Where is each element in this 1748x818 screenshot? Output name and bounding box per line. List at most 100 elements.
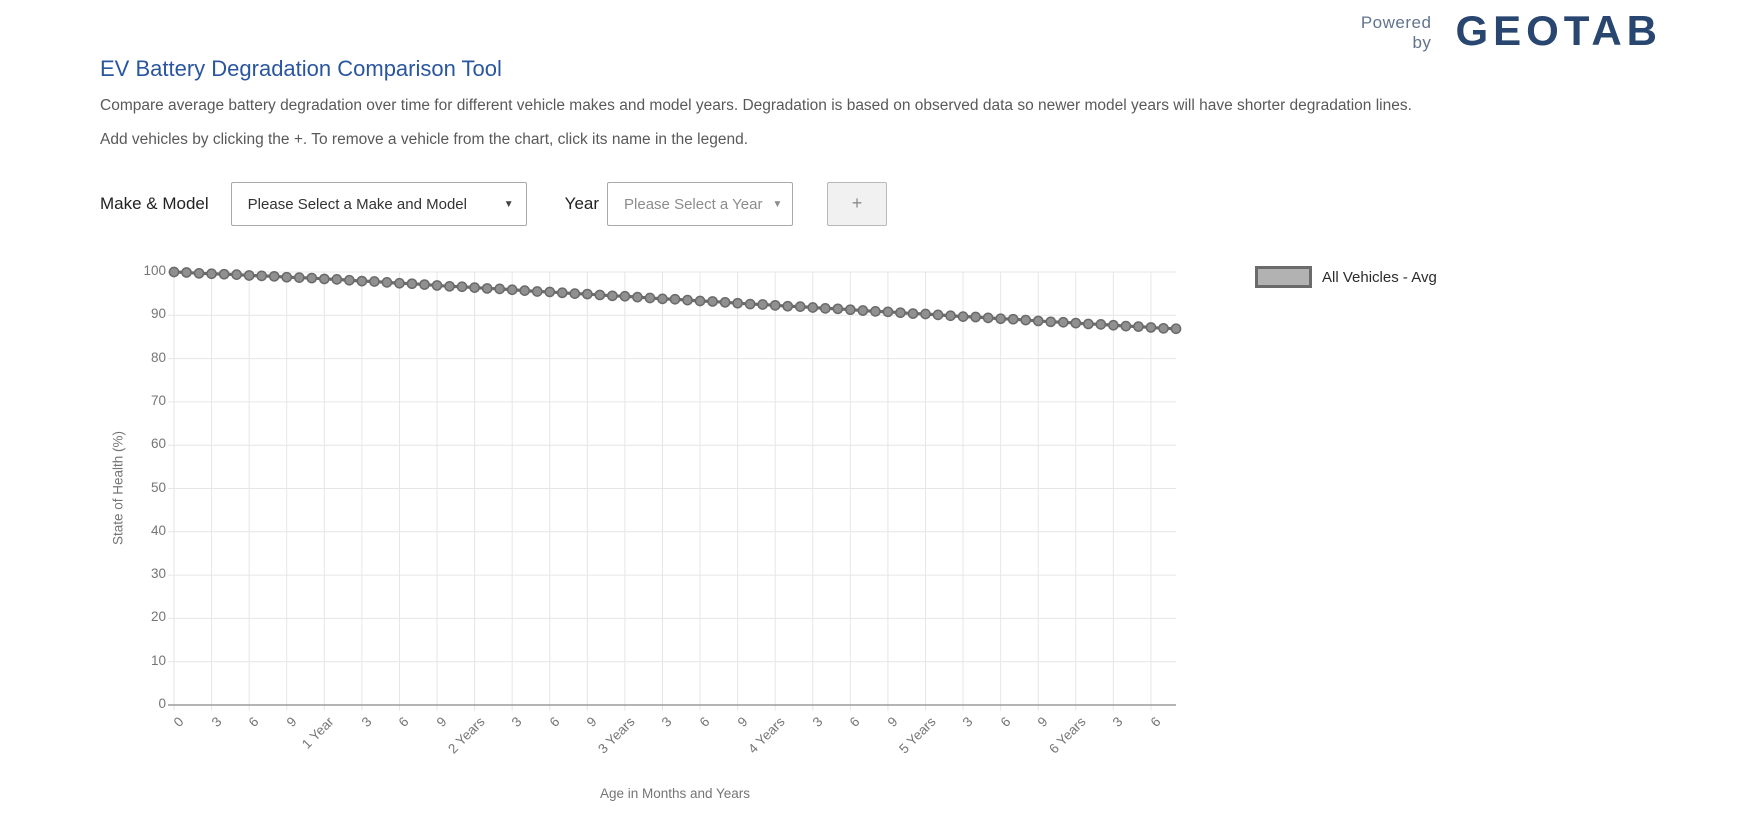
vehicle-selection-form: Make & Model Please Select a Make and Mo… <box>100 181 888 227</box>
powered-by-geotab-logo: Powered by GEOTAB <box>1361 10 1662 53</box>
data-point <box>769 299 781 311</box>
data-point <box>1070 317 1082 329</box>
data-point <box>1020 314 1032 326</box>
chevron-down-icon: ▼ <box>772 198 783 210</box>
y-axis-tick-label: 70 <box>150 392 166 408</box>
data-point <box>581 288 593 300</box>
data-point <box>870 306 881 317</box>
legend-swatch <box>1255 266 1312 288</box>
make-model-label: Make & Model <box>100 194 209 213</box>
data-point <box>519 285 531 296</box>
data-point <box>469 282 480 293</box>
data-point <box>669 293 681 305</box>
data-point <box>932 309 944 321</box>
legend-entry[interactable]: All Vehicles - Avg <box>1255 266 1437 288</box>
powered-by-line1: Powered <box>1360 13 1432 32</box>
data-point <box>619 290 631 302</box>
data-point <box>181 267 192 278</box>
data-point <box>732 297 743 309</box>
chart-legend: All Vehicles - Avg <box>1255 266 1437 288</box>
add-vehicle-button[interactable]: + <box>827 182 888 226</box>
chart-plot-area <box>168 266 1182 711</box>
data-point <box>1057 316 1069 328</box>
y-axis-tick-label: 100 <box>143 263 166 278</box>
y-axis-tick-label: 90 <box>150 306 166 322</box>
data-point <box>268 270 280 282</box>
data-point <box>231 269 242 280</box>
data-point <box>819 303 831 314</box>
data-point <box>907 308 919 319</box>
data-point <box>494 283 505 295</box>
x-axis-title: Age in Months and Years <box>599 786 751 801</box>
data-point <box>707 296 718 307</box>
data-point <box>556 287 568 299</box>
data-point <box>1032 315 1044 327</box>
data-point <box>344 274 355 286</box>
data-point <box>318 273 330 285</box>
data-point <box>331 274 343 285</box>
data-point <box>394 277 405 289</box>
data-point <box>1082 318 1094 330</box>
data-point <box>1120 320 1132 332</box>
data-point <box>1108 319 1119 331</box>
legend-label: All Vehicles - Avg <box>1322 268 1437 286</box>
data-point <box>920 308 931 320</box>
y-axis-tick-label: 40 <box>150 522 166 538</box>
data-point <box>218 268 230 280</box>
y-axis-tick-label: 80 <box>150 349 166 365</box>
y-axis-tick-label: 60 <box>150 436 166 452</box>
year-select[interactable]: Please Select a Year ▼ <box>607 182 794 226</box>
data-point <box>293 272 305 283</box>
data-point <box>419 279 430 290</box>
data-point <box>381 277 393 288</box>
data-point <box>1170 323 1182 335</box>
data-point <box>1158 322 1169 334</box>
data-point <box>243 270 255 281</box>
data-point <box>694 295 706 307</box>
make-model-select[interactable]: Please Select a Make and Model ▼ <box>230 182 527 226</box>
geotab-wordmark: GEOTAB <box>1455 7 1662 54</box>
data-point <box>444 280 455 292</box>
data-point <box>607 290 618 302</box>
y-axis-tick-label: 20 <box>150 609 166 625</box>
powered-by-line2: by <box>1412 33 1432 53</box>
data-point <box>1007 313 1019 325</box>
data-point <box>481 283 493 294</box>
data-point <box>807 302 819 313</box>
data-point <box>506 284 518 296</box>
data-point <box>945 310 956 322</box>
data-point <box>857 305 869 316</box>
y-axis-tick-label: 50 <box>150 479 166 495</box>
y-axis-tick-label: 10 <box>150 652 166 668</box>
page-description: Compare average battery degradation over… <box>100 97 1412 114</box>
data-point <box>206 268 217 280</box>
data-point <box>168 266 180 278</box>
data-point <box>306 272 318 284</box>
data-point <box>1133 321 1144 332</box>
make-model-select-value: Please Select a Make and Model <box>247 195 467 213</box>
data-point <box>757 299 769 310</box>
data-point <box>744 298 756 310</box>
y-axis-tick-label: 0 <box>158 696 166 711</box>
powered-by-text: Powered by <box>1361 10 1432 53</box>
data-point <box>632 291 643 303</box>
data-point <box>657 293 668 305</box>
chevron-down-icon: ▼ <box>503 198 514 210</box>
page-instructions: Add vehicles by clicking the +. To remov… <box>100 131 749 148</box>
data-point <box>644 292 656 304</box>
data-point <box>369 276 380 287</box>
data-point <box>682 294 693 306</box>
data-point <box>794 301 806 312</box>
data-point <box>544 286 556 298</box>
year-select-value: Please Select a Year <box>624 195 763 213</box>
data-point <box>782 300 794 312</box>
y-axis-tick-label: 30 <box>150 566 166 582</box>
data-point <box>1045 316 1057 328</box>
data-point <box>456 281 468 293</box>
year-label: Year <box>564 194 600 213</box>
data-point <box>882 306 894 318</box>
data-point <box>957 311 969 322</box>
data-point <box>431 280 443 291</box>
data-point <box>193 267 205 279</box>
page-title: EV Battery Degradation Comparison Tool <box>100 56 502 81</box>
